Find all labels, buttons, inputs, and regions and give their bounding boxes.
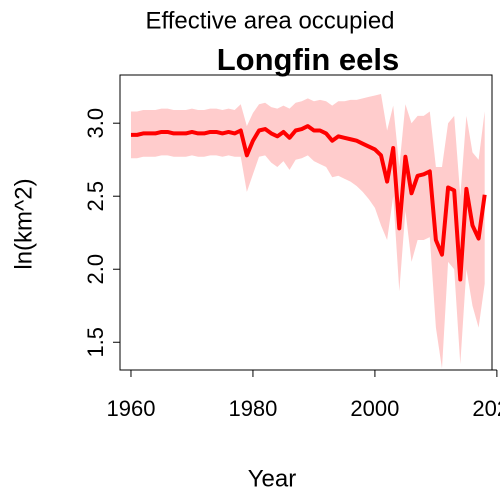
- x-tick-label: 1980: [228, 396, 277, 421]
- x-tick-label: 1960: [107, 396, 156, 421]
- y-tick-label: 1.5: [83, 327, 108, 358]
- x-tick-label: 2020: [472, 396, 500, 421]
- y-axis-label: ln(km^2): [10, 178, 37, 269]
- y-tick-label: 2.5: [83, 181, 108, 212]
- x-axis-label: Year: [248, 465, 297, 492]
- y-tick-label: 3.0: [83, 108, 108, 139]
- chart-subtitle: Longfin eels: [217, 42, 400, 77]
- x-tick-label: 2000: [350, 396, 399, 421]
- data-line: [130, 124, 487, 282]
- chart-title: Effective area occupied: [145, 7, 394, 34]
- y-tick-label: 2.0: [83, 254, 108, 285]
